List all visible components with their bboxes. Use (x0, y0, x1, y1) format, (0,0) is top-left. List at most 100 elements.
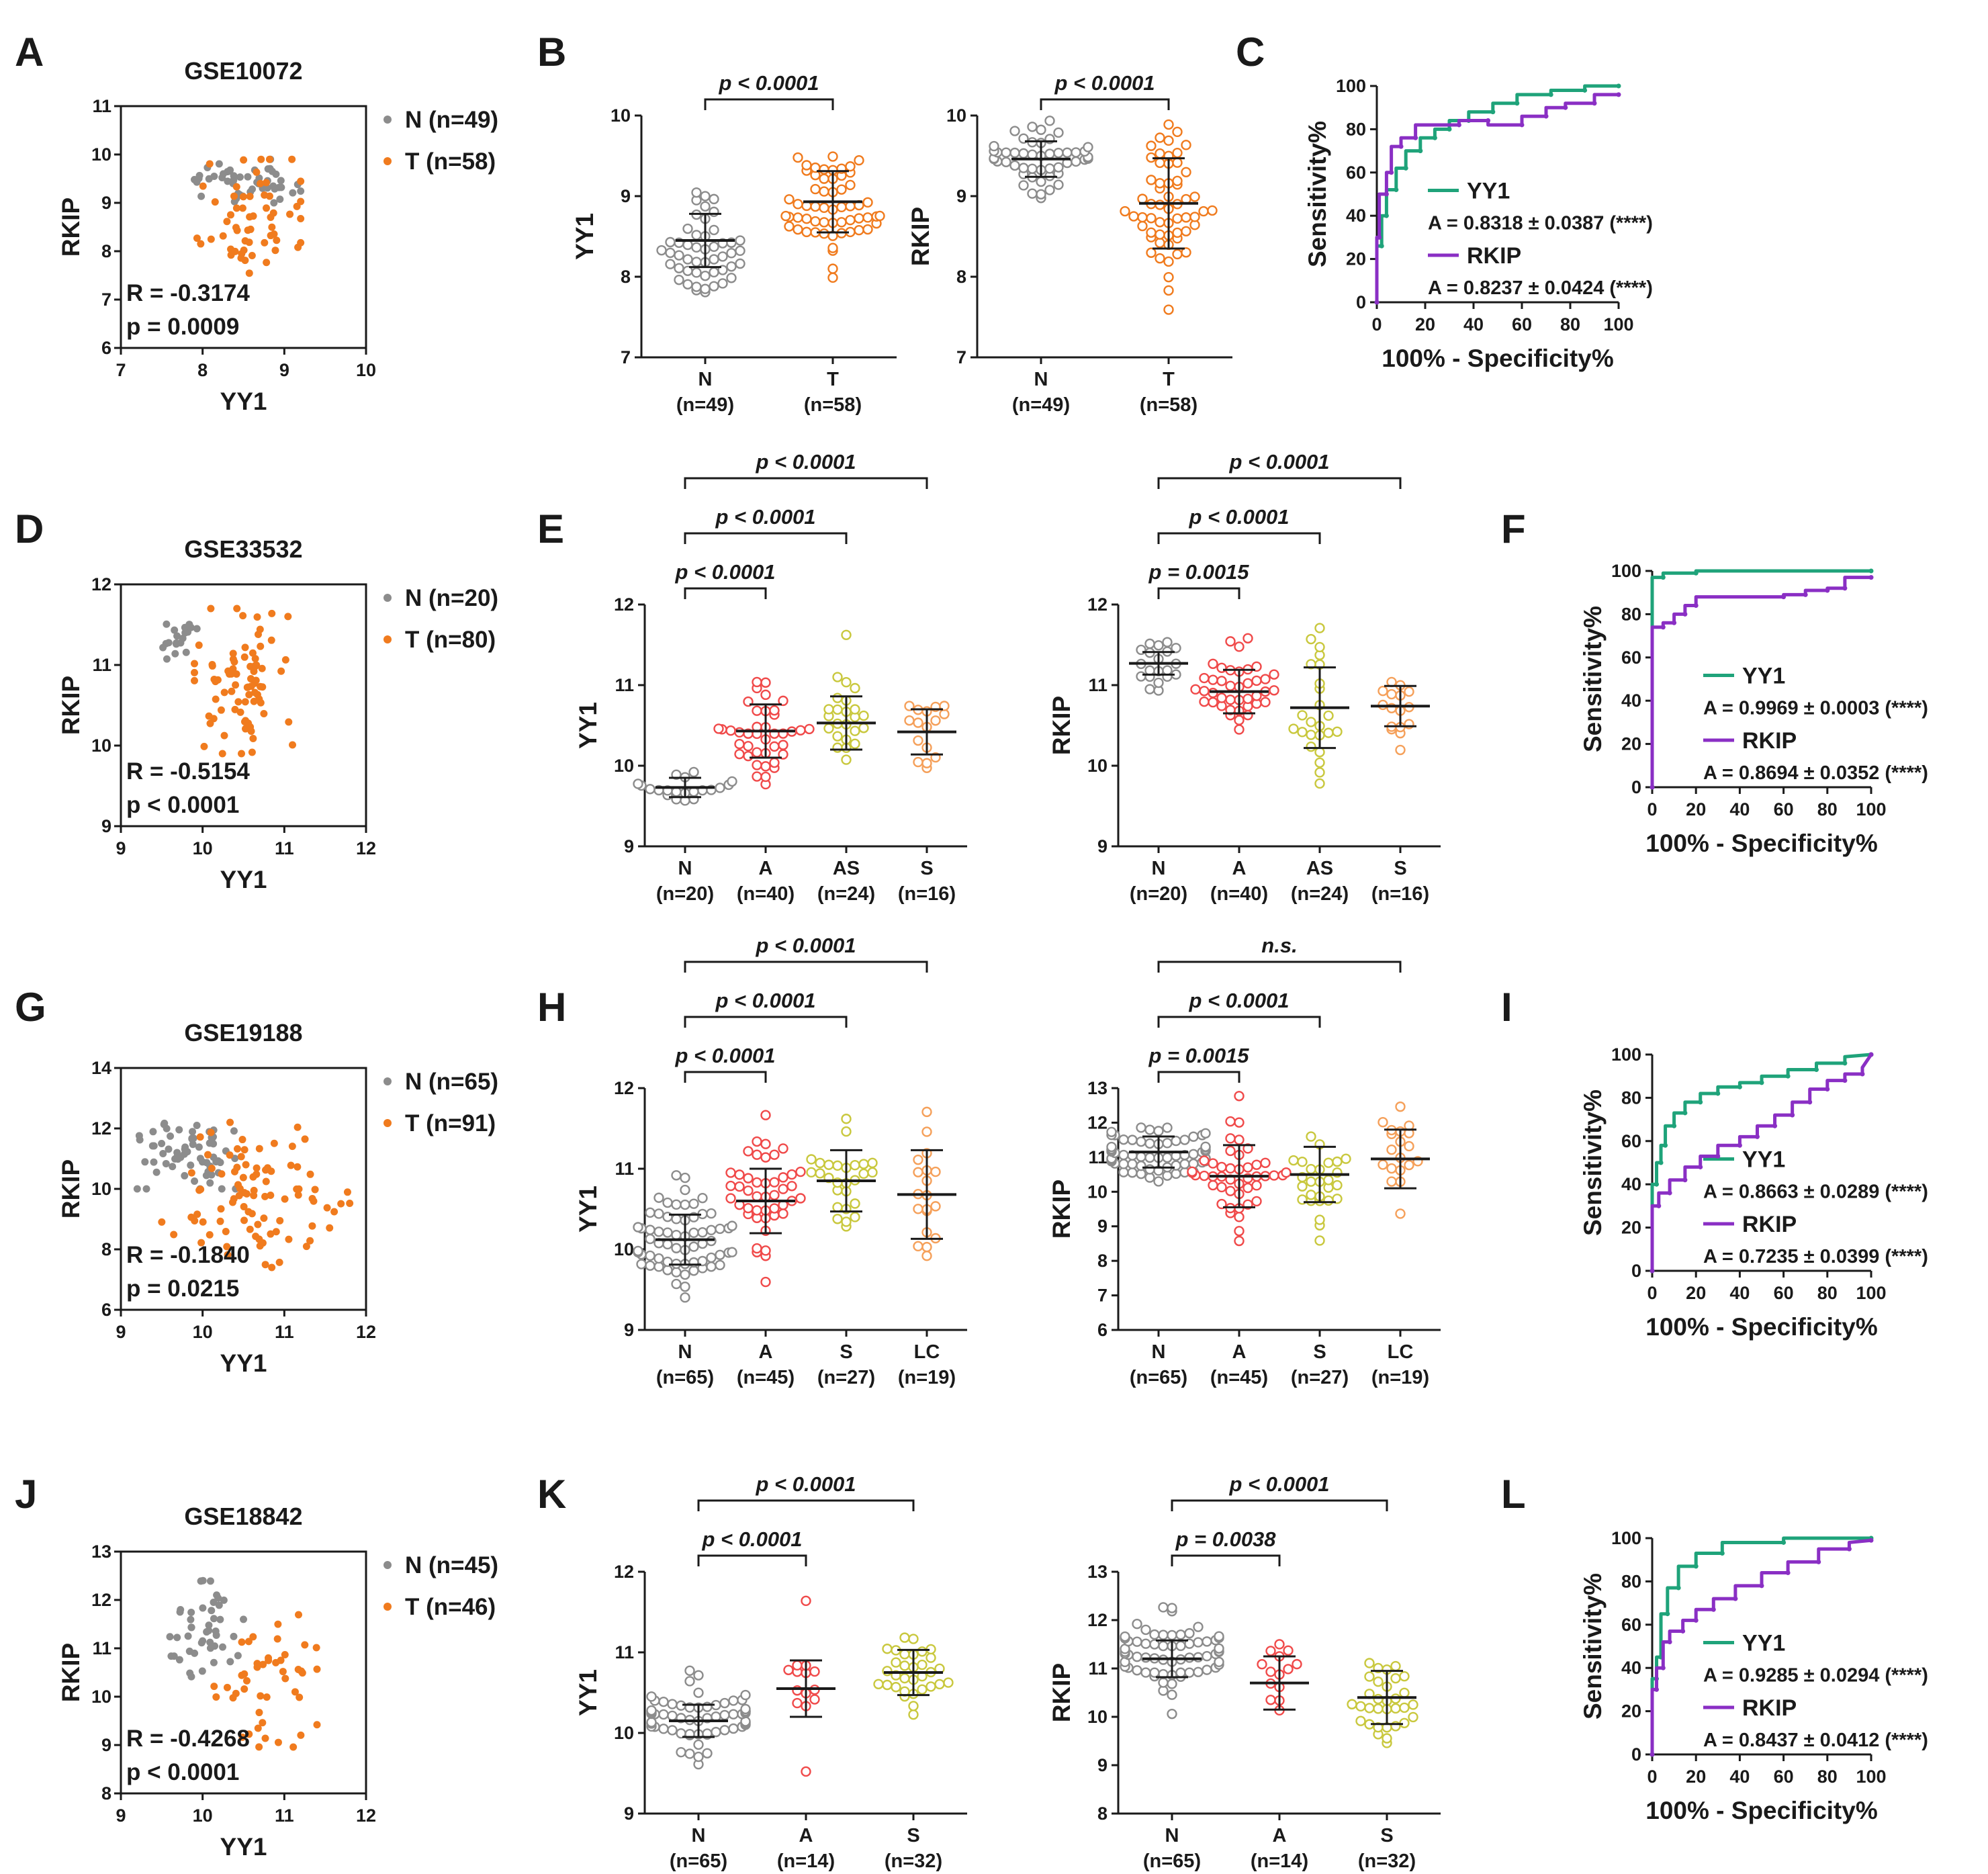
panel-h1-point (815, 1157, 825, 1169)
panel-h2-point (1216, 1181, 1227, 1193)
panel-e2-category-2: AS (1306, 858, 1333, 879)
panel-i-roc-step (1807, 1100, 1813, 1105)
panel-h1-point (680, 1184, 690, 1196)
panel-b1-point (735, 258, 746, 269)
panel-a-point (271, 247, 279, 255)
panel-j-x-tick-label-1: 10 (193, 1805, 213, 1826)
panel-b1-point (665, 259, 676, 269)
panel-h1-point (645, 1233, 656, 1245)
panel-h2-point (1234, 1134, 1245, 1145)
panel-d-point (191, 660, 198, 668)
panel-i-y-tick-label-2: 40 (1621, 1174, 1641, 1194)
panel-j-point (212, 1693, 220, 1701)
panel-e2-point (1306, 633, 1316, 645)
panel-j-point (210, 1683, 218, 1691)
panel-h2-point (1179, 1134, 1190, 1145)
panel-a-point (232, 204, 240, 212)
panel-f-roc-step (1660, 625, 1666, 630)
panel-b2-point (1163, 304, 1174, 315)
panel-l-roc-step (1676, 1585, 1681, 1591)
panel-h1-point (850, 1159, 860, 1171)
panel-h2-point (1225, 1163, 1236, 1174)
panel-b2-point (1120, 206, 1130, 217)
panel-h2-bracket-1 (1157, 1016, 1321, 1028)
panel-j-y-label: RKIP (57, 1643, 85, 1702)
panel-h2-point (1234, 1117, 1245, 1128)
panel-g-y-label: RKIP (57, 1159, 85, 1218)
panel-h2-category-3: LC (1388, 1341, 1414, 1363)
panel-k2-point (1140, 1638, 1151, 1649)
panel-d-point (239, 612, 247, 620)
panel-k1-point (899, 1649, 910, 1660)
panel-k1-bracket-label-0: p < 0.0001 (701, 1527, 802, 1551)
panel-f-roc-step (1672, 620, 1677, 625)
panel-b2-point (1172, 147, 1183, 159)
panel-d-point (163, 655, 171, 663)
panel-g-point (267, 1192, 275, 1200)
panel-k2-point (1347, 1699, 1357, 1709)
panel-g-point (233, 1145, 241, 1153)
panel-f-y-tick-label-4: 80 (1621, 604, 1641, 624)
panel-g-point (162, 1159, 170, 1167)
panel-k1-points-a (783, 1595, 820, 1777)
panel-h2-point (1199, 1170, 1210, 1181)
panel-label-E: E (537, 506, 564, 551)
panel-j-point (175, 1656, 183, 1664)
panel-g-point (343, 1188, 351, 1196)
panel-h2-point (1144, 1164, 1155, 1175)
panel-e1-points-s (904, 701, 950, 773)
panel-h1-point (841, 1216, 852, 1227)
panel-l-roc-step (1733, 1596, 1738, 1601)
panel-d-point (236, 708, 244, 716)
panel-g-x-tick-label-1: 10 (193, 1322, 213, 1342)
panel-e2-point (1251, 675, 1262, 686)
panel-h1-point (680, 1269, 690, 1280)
panel-e1-point (850, 725, 860, 736)
panel-b1-point (819, 228, 829, 239)
panel-a-plot-frame (120, 105, 367, 349)
panel-l-x-tick-label-0: 0 (1647, 1767, 1657, 1787)
panel-h2-point (1297, 1157, 1308, 1167)
panel-e1-point (645, 784, 656, 795)
panel-k1-point (667, 1699, 678, 1709)
panel-f-x-tick-label-4: 80 (1817, 799, 1838, 819)
panel-e2-point (1242, 693, 1253, 705)
panel-d-point (182, 648, 190, 656)
panel-a-y-tick-label-4: 10 (91, 144, 111, 165)
panel-f-x-tick-label-5: 100 (1856, 799, 1886, 819)
panel-g-point (294, 1191, 302, 1199)
panel-g-point (150, 1158, 158, 1166)
panel-h2-y-tick-label-3: 9 (1097, 1216, 1108, 1237)
panel-k1-point (728, 1709, 739, 1720)
panel-b1-point (845, 161, 856, 172)
panel-k2-y-tick-label-0: 8 (1097, 1803, 1108, 1824)
panel-a-point (206, 160, 214, 168)
panel-b1-point (665, 247, 676, 259)
panel-k2-category-1: A (1273, 1825, 1287, 1846)
panel-e1-y-tick-label-0: 9 (624, 836, 634, 856)
panel-k2-y-tick-label-2: 10 (1087, 1707, 1108, 1727)
panel-d-point (172, 640, 180, 648)
panel-b2-point (1146, 227, 1157, 238)
panel-g-point (293, 1163, 302, 1171)
panel-a-y-tick-label-5: 11 (92, 96, 111, 116)
panel-l-roc-step (1846, 1546, 1852, 1552)
panel-k2-point (1167, 1630, 1177, 1641)
panel-a-point (267, 232, 275, 240)
panel-b2-point (1172, 227, 1183, 238)
panel-b1-point (827, 242, 838, 253)
panel-g-point (193, 1210, 201, 1218)
panel-j-point (205, 1627, 213, 1635)
panel-g-x-tick-label-2: 11 (275, 1322, 294, 1342)
panel-d-point (242, 717, 250, 725)
panel-k1-point (740, 1703, 751, 1715)
panel-h2-point (1386, 1145, 1397, 1155)
panel-e1-category-1: A (759, 858, 773, 879)
panel-b1-point (810, 201, 821, 212)
panel-h2-point (1208, 1158, 1218, 1169)
panel-d-x-tick-label-1: 10 (193, 838, 213, 858)
panel-h1-y-tick-label-3: 12 (614, 1078, 634, 1098)
panel-h1-point (778, 1172, 788, 1183)
panel-a-point (248, 251, 256, 259)
panel-e1-point (913, 756, 923, 768)
